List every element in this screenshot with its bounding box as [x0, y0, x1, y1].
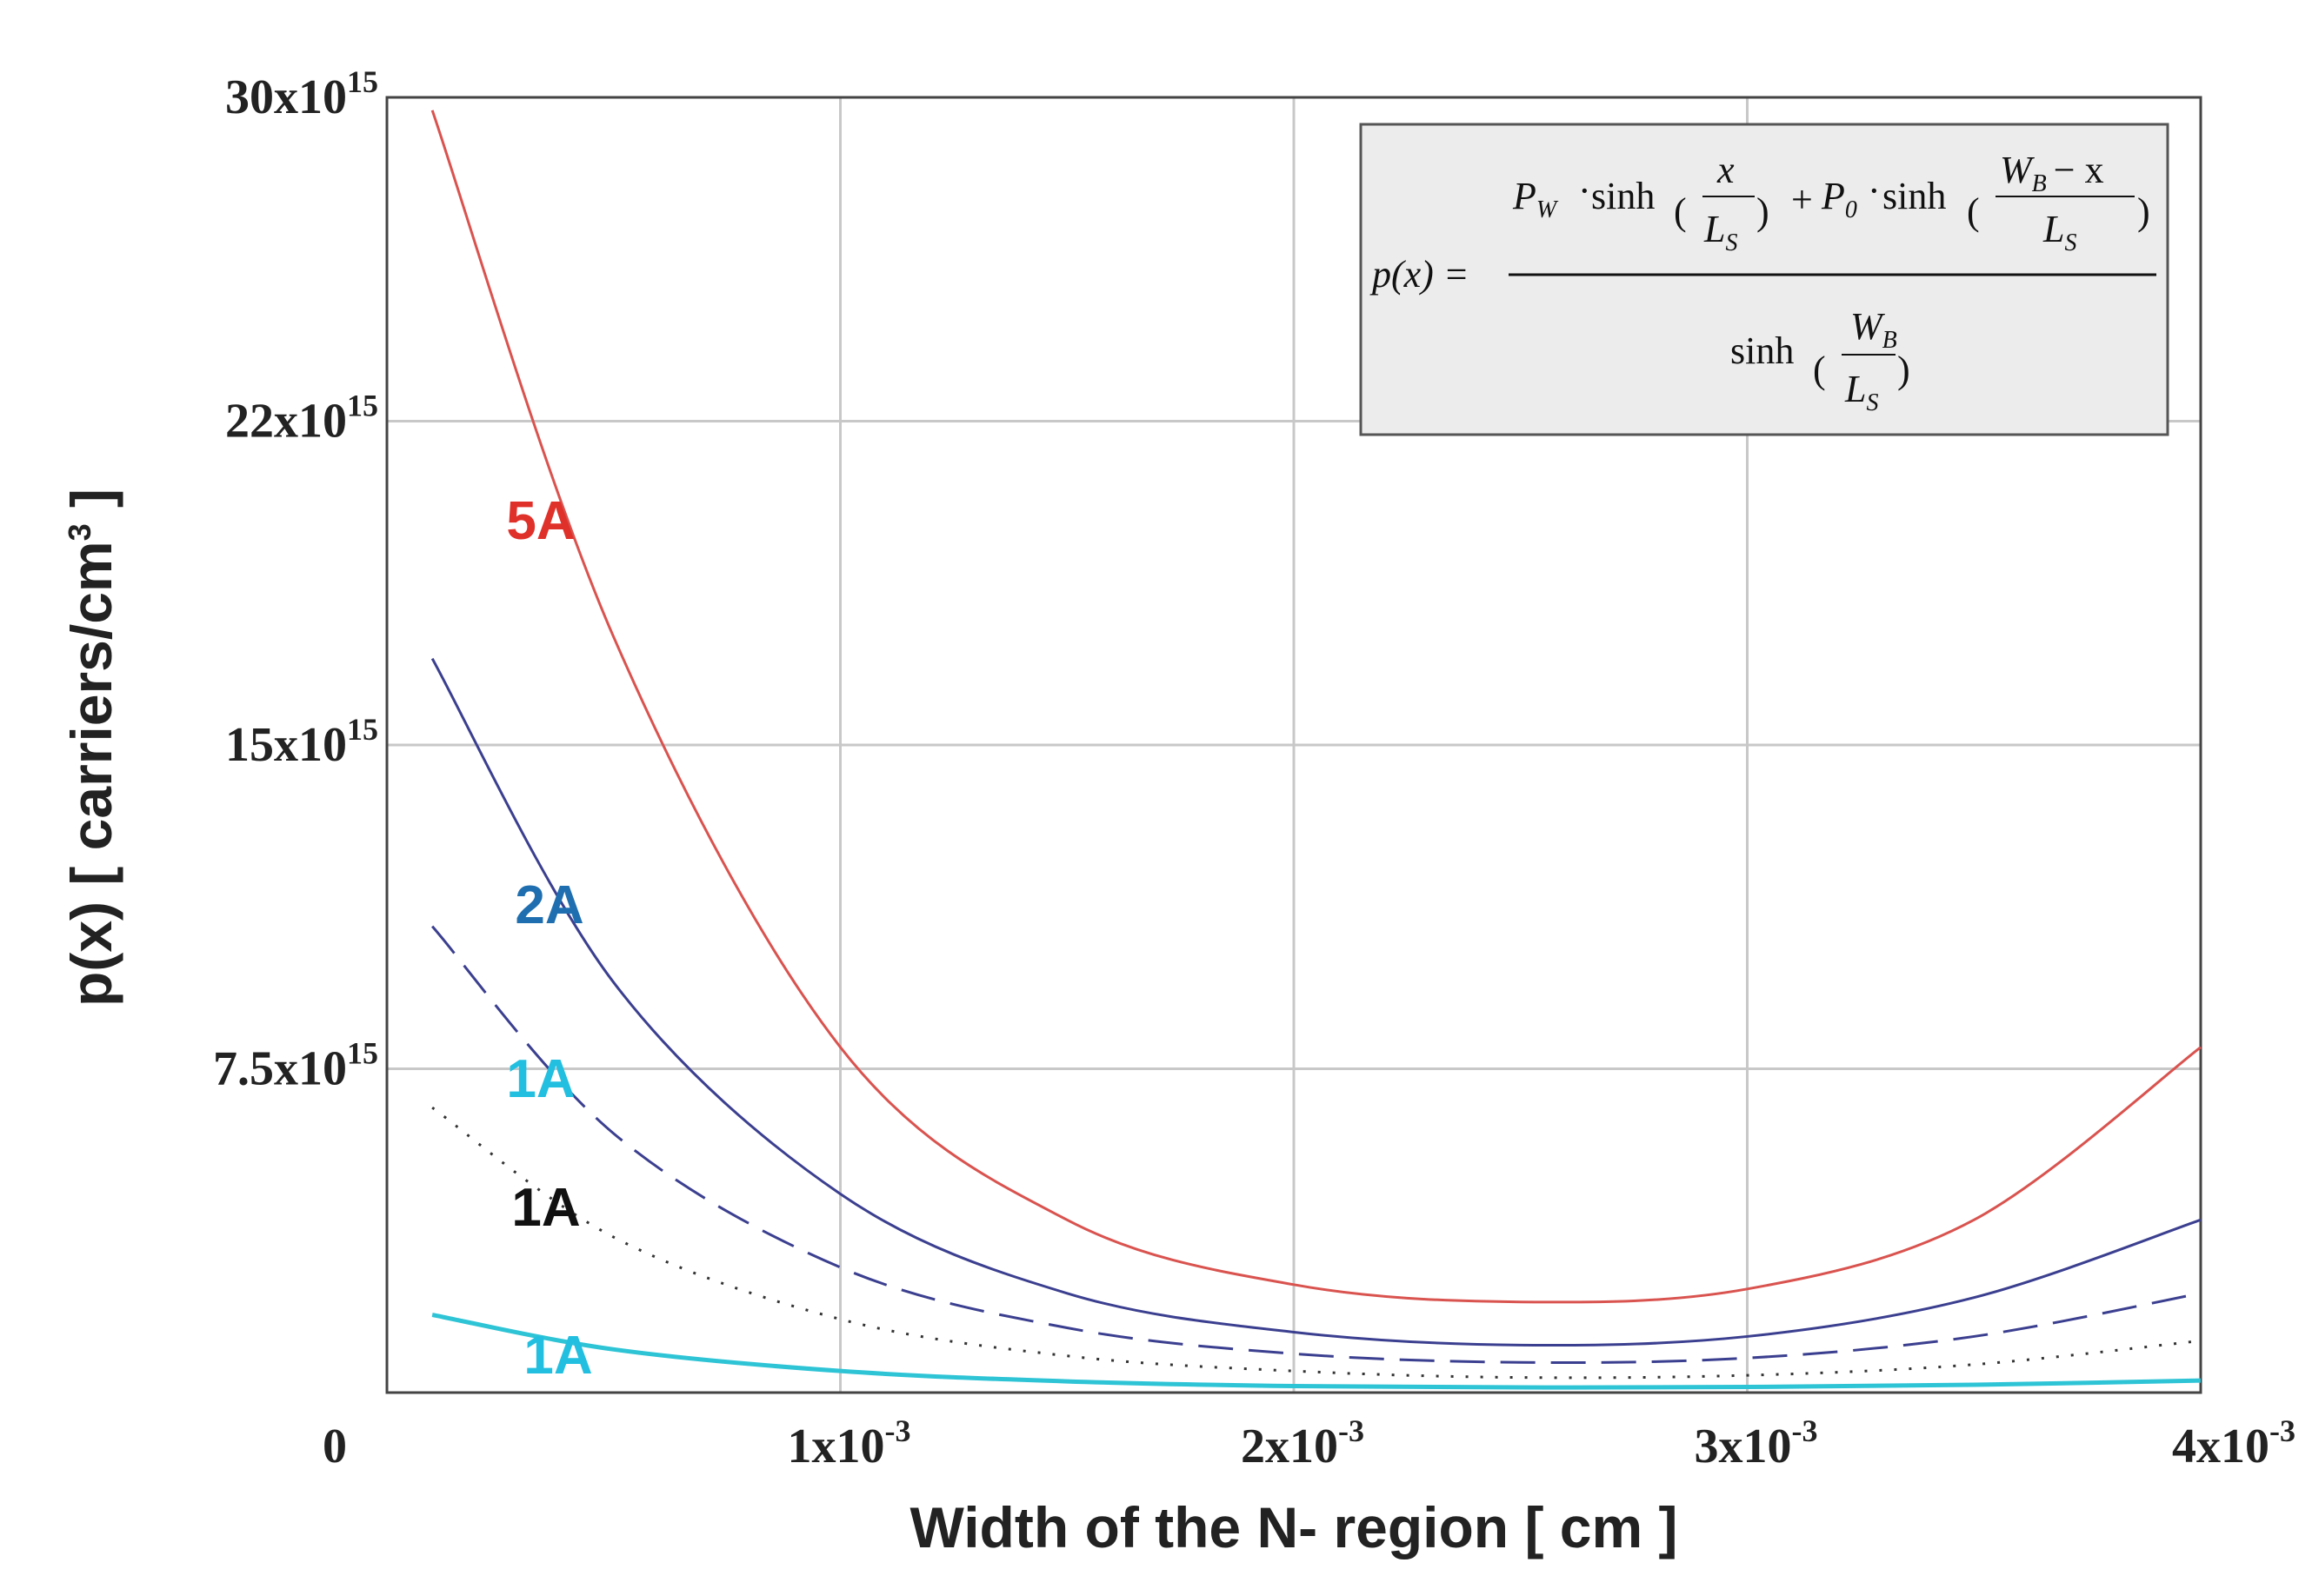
formula-wb-minus-x: WB − x: [2000, 149, 2104, 197]
formula-dot-2: ·: [1868, 170, 1881, 212]
formula-dot-1: ·: [1578, 170, 1591, 212]
y-axis-label-sup: 3: [62, 523, 97, 541]
formula-plus: +: [1791, 178, 1813, 221]
series-line-0: [430, 110, 2202, 1304]
curve-label-3: 1A: [511, 1178, 580, 1238]
x-tick-label: 2x10-3: [1241, 1413, 1364, 1473]
x-axis-label: Width of the N- region [ cm ]: [910, 1495, 1678, 1559]
curve-label-1: 2A: [515, 875, 583, 935]
y-ticks: 7.5x1015 15x1015 22x1015 30x1015: [213, 64, 378, 1096]
x-ticks: 0 1x10-3 2x10-3 3x10-3 4x10-3: [323, 1413, 2295, 1473]
formula-paren-3r: ): [1897, 349, 1910, 391]
formula-box-bg: [1359, 123, 2169, 436]
curve-label-0: 5A: [506, 491, 575, 551]
formula-paren-1r: ): [1756, 190, 1769, 233]
y-tick-label: 7.5x1015: [213, 1036, 378, 1096]
formula-paren-1l: (: [1674, 190, 1687, 233]
y-axis-label-end: ]: [59, 489, 123, 523]
series-line-1: [430, 657, 2202, 1347]
series-line-2: [431, 925, 2202, 1365]
curve-labels: 5A 2A 1A 1A 1A: [506, 491, 592, 1386]
y-tick-label: 30x1015: [225, 64, 378, 124]
curve-label-2: 1A: [506, 1049, 575, 1109]
y-axis-label-main: p(x) [ carriers/cm: [59, 541, 123, 1007]
formula-lhs: p(x) =: [1369, 253, 1469, 296]
plot-frame: [385, 96, 2202, 1394]
x-tick-label: 0: [323, 1420, 347, 1473]
series-line-4: [431, 1313, 2202, 1390]
series-line-3: [431, 1106, 2202, 1380]
y-tick-label: 15x1015: [225, 712, 378, 772]
formula-sinh-2: sinh: [1882, 175, 1946, 217]
formula-ls-1: LS: [1703, 208, 1737, 256]
y-tick-label: 22x1015: [225, 389, 378, 449]
series-layer: [430, 110, 2202, 1390]
x-tick-label: 1x10-3: [788, 1413, 911, 1473]
formula-sinh-den: sinh: [1730, 329, 1794, 372]
formula-paren-3l: (: [1813, 349, 1826, 391]
formula-x-num: x: [1716, 149, 1735, 191]
x-tick-label: 4x10-3: [2172, 1413, 2295, 1473]
formula-paren-2r: ): [2137, 190, 2150, 233]
formula-ls-den: LS: [1844, 368, 1878, 416]
formula-p0: P0: [1821, 175, 1857, 223]
formula-paren-2l: (: [1967, 190, 1980, 233]
y-axis-label: p(x) [ carriers/cm3 ]: [59, 489, 123, 1007]
x-tick-label: 3x10-3: [1695, 1413, 1818, 1473]
formula-pw: PW: [1512, 175, 1559, 223]
formula-ls-2: LS: [2042, 208, 2076, 256]
formula-wb-den: WB: [1850, 305, 1897, 354]
formula-sinh-1: sinh: [1591, 175, 1655, 217]
curve-label-4: 1A: [523, 1326, 592, 1386]
formula-box: p(x) = PW · sinh ( x LS ) + P0 · sinh ( …: [1359, 123, 2169, 436]
